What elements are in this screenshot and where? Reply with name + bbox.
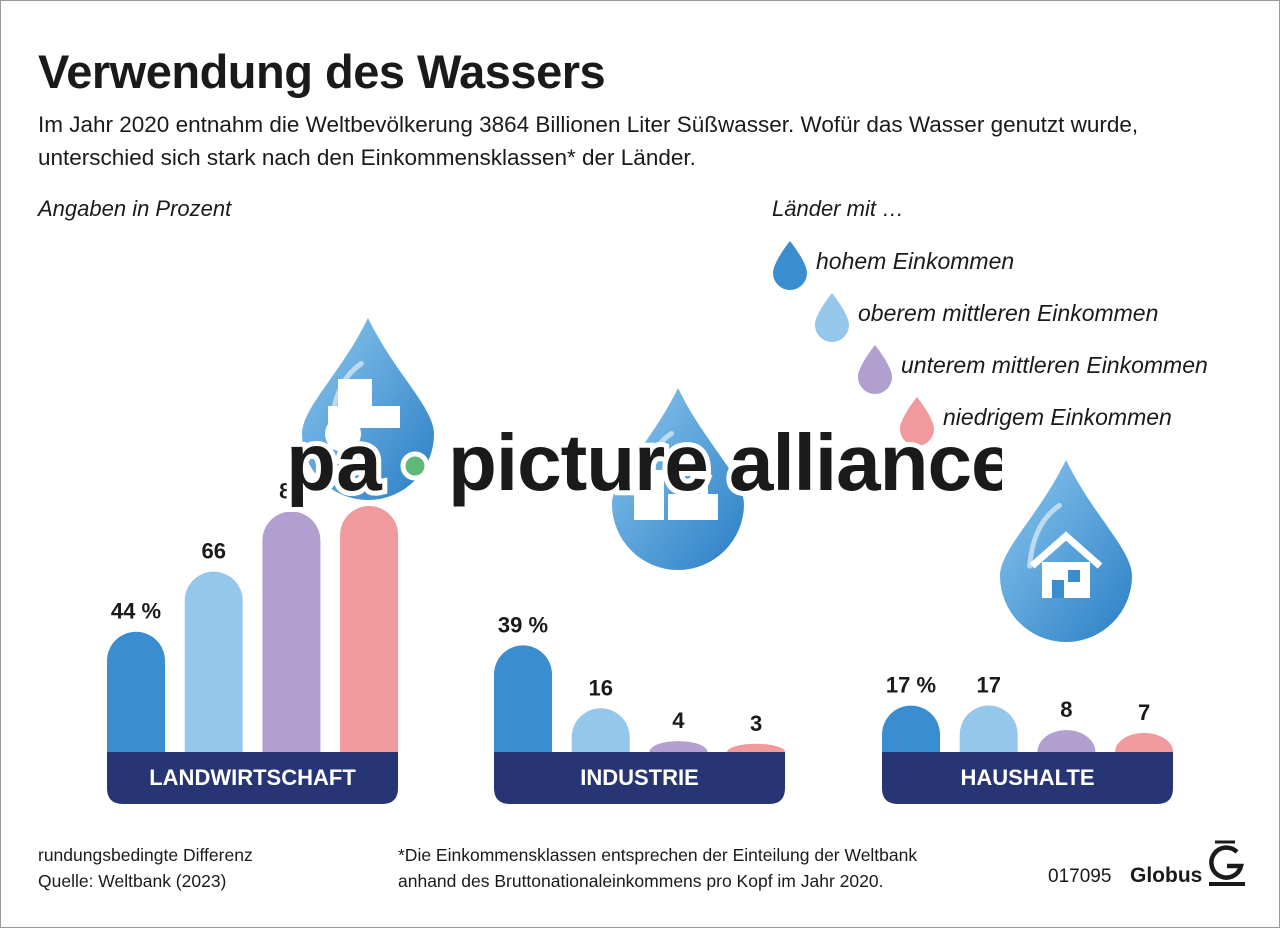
footer-left: rundungsbedingte Differenz Quelle: Weltb…	[38, 842, 253, 894]
legend-label: niedrigem Einkommen	[943, 404, 1172, 430]
globus-logo-icon	[1209, 840, 1245, 886]
legend-label: unterem mittleren Einkommen	[901, 352, 1208, 378]
data-label: 88	[279, 478, 303, 503]
source-note: Quelle: Weltbank (2023)	[38, 871, 227, 891]
drop-icon	[900, 397, 934, 446]
watermark-text: picture alliance	[448, 418, 1002, 507]
chart-title: Verwendung des Wassers	[38, 45, 606, 98]
data-label: 39 %	[498, 612, 548, 637]
footnote-line-2: anhand des Bruttonationaleinkommens pro …	[398, 871, 884, 891]
chart-subtitle: Im Jahr 2020 entnahm die Weltbevölkerung…	[38, 112, 1139, 170]
drop-icon	[773, 241, 807, 290]
watermark-dot	[400, 451, 430, 481]
data-label: 16	[588, 675, 612, 700]
footnote-line-1: *Die Einkommensklassen entsprechen der E…	[398, 845, 918, 865]
data-label: 66	[201, 539, 225, 564]
legend-label: oberem mittleren Einkommen	[858, 300, 1159, 326]
bar-haushalte-3	[1115, 732, 1174, 752]
drop-icon	[858, 345, 892, 394]
data-label: 7	[1138, 700, 1150, 725]
data-label: 44 %	[111, 599, 161, 624]
bar-industrie-1	[571, 708, 630, 752]
bar-haushalte-2	[1037, 730, 1096, 752]
data-label: 90	[357, 473, 381, 498]
bar-landwirtschaft-2	[262, 511, 321, 752]
factory-drop-icon	[612, 388, 744, 570]
category-bar-industrie	[494, 752, 785, 804]
rounding-note: rundungsbedingte Differenz	[38, 845, 253, 865]
bar-industrie-2	[649, 741, 708, 752]
data-label: 17 %	[886, 673, 936, 698]
data-label: 8	[1060, 697, 1072, 722]
bar-landwirtschaft-0	[107, 631, 165, 752]
data-label: 17	[976, 673, 1000, 698]
watermark-pa: pa	[286, 417, 383, 508]
brand-name: Globus	[1130, 864, 1203, 887]
footnote: *Die Einkommensklassen entsprechen der E…	[398, 842, 917, 894]
picture-alliance-watermark: pa picture alliance	[281, 410, 1020, 525]
category-label: HAUSHALTE	[960, 765, 1094, 790]
unit-note: Angaben in Prozent	[38, 196, 232, 221]
category-label: INDUSTRIE	[580, 765, 699, 790]
house-drop-icon	[1000, 460, 1132, 642]
data-label: 3	[750, 711, 762, 736]
bar-landwirtschaft-1	[184, 571, 243, 752]
legend-title: Länder mit …	[772, 196, 905, 221]
legend-label: hohem Einkommen	[816, 248, 1015, 274]
bar-industrie-0	[494, 645, 552, 752]
bar-landwirtschaft-3	[340, 506, 399, 752]
bar-industrie-3	[727, 743, 786, 752]
tractor-drop-icon	[302, 318, 434, 500]
graphic-code: 017095	[1048, 866, 1112, 887]
category-bar-haushalte	[882, 752, 1173, 804]
drop-icon	[815, 293, 849, 342]
bar-haushalte-1	[959, 705, 1018, 752]
data-label: 4	[672, 708, 685, 733]
category-bar-landwirtschaft	[107, 752, 398, 804]
bar-haushalte-0	[882, 705, 940, 752]
category-label: LANDWIRTSCHAFT	[149, 765, 356, 790]
